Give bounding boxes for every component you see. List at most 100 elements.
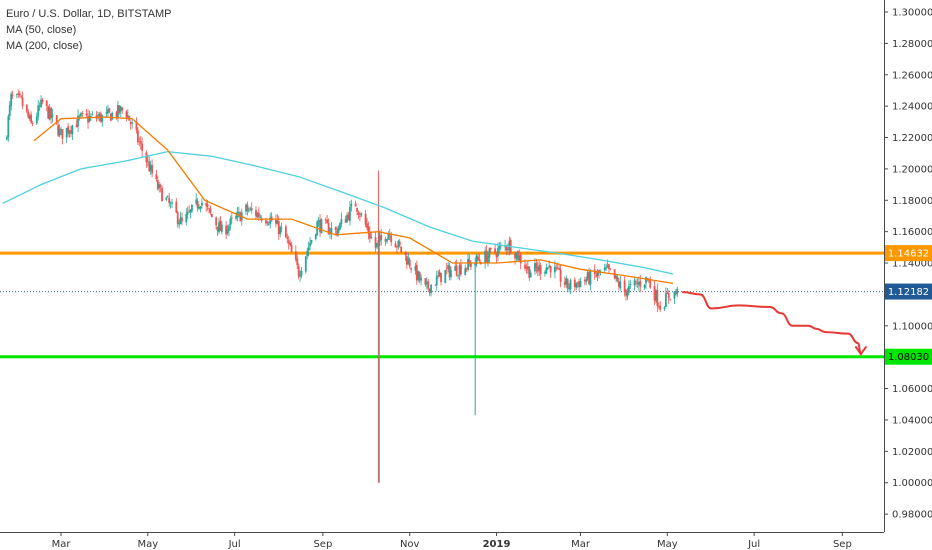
candle-body <box>548 265 551 267</box>
candle-body <box>553 266 556 273</box>
candle-body <box>414 266 417 271</box>
candle-body <box>394 243 397 248</box>
candle-body <box>208 207 210 209</box>
candle-body <box>387 233 390 240</box>
candle-body <box>15 94 18 95</box>
chart-legend: Euro / U.S. Dollar, 1D, BITSTAMP MA (50,… <box>6 6 171 54</box>
candle-body <box>276 220 279 225</box>
candle-body <box>646 278 649 279</box>
candle-body <box>25 104 28 112</box>
candle-body <box>657 306 660 307</box>
candle-body <box>380 234 383 240</box>
candle-body <box>206 204 209 207</box>
candle-body <box>299 275 302 277</box>
candle-body <box>625 289 627 296</box>
chart-title[interactable]: Euro / U.S. Dollar, 1D, BITSTAMP <box>6 8 172 20</box>
candle-body <box>226 230 229 234</box>
candle-body <box>246 204 249 211</box>
candle-body <box>219 220 222 231</box>
candle-body <box>275 220 277 224</box>
candle-body <box>357 212 360 216</box>
candle-body <box>525 267 528 269</box>
candle-body <box>529 272 532 278</box>
y-tick-label: 1.00000 <box>892 478 932 489</box>
candle-body <box>494 248 497 253</box>
candle-body <box>440 272 442 283</box>
candle-body <box>168 197 171 203</box>
candle-body <box>159 185 162 187</box>
candle-body <box>588 272 590 284</box>
candle-body <box>606 265 609 267</box>
candle-body <box>555 267 558 269</box>
candle-body <box>605 267 608 269</box>
candle-body <box>41 100 44 102</box>
candle-body <box>80 113 82 117</box>
ma50-legend[interactable]: MA (50, close) <box>6 24 77 36</box>
candle-body <box>488 248 491 258</box>
candle-body <box>566 278 569 289</box>
candle-body <box>45 100 48 107</box>
candle-body <box>88 116 91 122</box>
candle-body <box>575 283 578 288</box>
candle-body <box>71 125 74 135</box>
candle-body <box>645 276 647 284</box>
candle-body <box>489 247 492 250</box>
candle-body <box>427 281 430 289</box>
candle-body <box>138 141 141 143</box>
candle-body <box>265 220 267 224</box>
candle-body <box>27 111 30 118</box>
candle-body <box>218 222 220 233</box>
candle-body <box>51 114 54 117</box>
candle-body <box>210 214 213 218</box>
ma200-legend[interactable]: MA (200, close) <box>6 40 83 52</box>
candle-body <box>188 210 190 212</box>
candle-body <box>17 93 20 95</box>
resistance-tag <box>885 245 932 262</box>
candle-body <box>450 270 452 277</box>
candle-body <box>643 284 646 288</box>
candle-body <box>10 93 13 107</box>
candle-body <box>125 111 128 118</box>
candle-body <box>665 293 667 308</box>
candle-body <box>65 127 68 138</box>
candle-body <box>585 279 588 283</box>
candle-body <box>468 260 471 263</box>
candle-body <box>239 212 242 222</box>
candle-body <box>470 262 472 267</box>
candle-body <box>666 292 669 295</box>
y-tick-label: 1.18000 <box>892 196 932 207</box>
candle-body <box>37 105 40 117</box>
candle-body <box>487 256 489 263</box>
candle-body <box>57 125 60 136</box>
candle-body <box>300 270 303 276</box>
y-tick-label: 1.20000 <box>892 164 932 175</box>
y-tick-label: 0.98000 <box>892 510 932 521</box>
candle-body <box>11 95 14 97</box>
candle-body <box>320 219 323 234</box>
candle-body <box>573 279 576 288</box>
candle-body <box>179 217 182 224</box>
candle-body <box>326 219 329 224</box>
candle-body <box>615 275 617 279</box>
candle-body <box>6 137 8 140</box>
candle-body <box>437 275 440 277</box>
candle-body <box>289 242 292 245</box>
candle-body <box>519 254 522 264</box>
candle-body <box>118 105 121 113</box>
candle-body <box>576 282 579 284</box>
candle-body <box>166 196 169 198</box>
candle-body <box>307 247 310 251</box>
candle-body <box>199 206 202 209</box>
candle-body <box>514 254 516 259</box>
candle-body <box>20 95 23 97</box>
candle-body <box>324 219 327 221</box>
candle-body <box>245 204 247 212</box>
candle-body <box>255 209 257 217</box>
candle-body <box>386 239 388 242</box>
candle-body <box>367 226 370 234</box>
candle-body <box>287 240 290 244</box>
candle-body <box>60 128 62 130</box>
candle-body <box>196 200 199 209</box>
candle-body <box>424 278 427 285</box>
